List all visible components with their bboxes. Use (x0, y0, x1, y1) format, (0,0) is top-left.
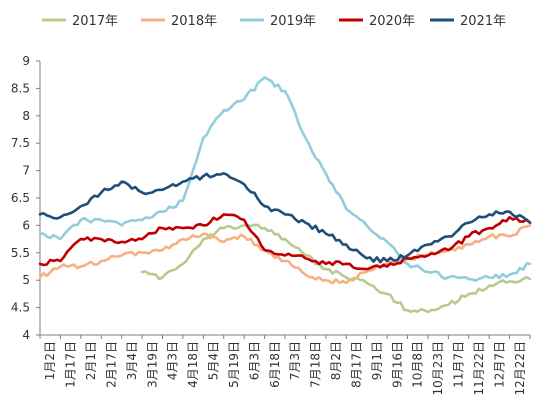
legend-label: 2019年 (270, 14, 316, 29)
plot-area (38, 76, 532, 314)
y-tick-label: 8.5 (11, 81, 30, 95)
y-tick-label: 7.5 (11, 136, 30, 150)
x-tick-label: 1月17日 (64, 341, 78, 388)
x-tick-label: 8月17日 (349, 341, 363, 388)
y-tick-label: 4 (22, 328, 30, 342)
x-tick-label: 10月8日 (411, 341, 425, 388)
x-tick-label: 2月1日 (84, 341, 98, 380)
x-tick-label: 9月1日 (370, 341, 384, 380)
y-tick-label: 6.5 (11, 191, 30, 205)
x-tick-label: 7月18日 (309, 341, 323, 388)
series-line-1 (140, 223, 532, 314)
y-tick-label: 5 (22, 273, 30, 287)
series-line-3 (38, 76, 532, 282)
series-line-4 (38, 213, 532, 271)
x-tick-label: 12月7日 (492, 341, 506, 388)
y-tick-label: 5.5 (11, 246, 30, 260)
legend-label: 2021年 (460, 14, 506, 29)
x-axis: 1月2日 1月17日 2月1日 2月17日 3月4日 3月19日 4月3日 4月18日 5月4日… (39, 334, 531, 396)
x-tick-label: 6月18日 (268, 341, 282, 388)
legend-label: 2018年 (171, 14, 217, 29)
x-tick-label: 3月4日 (125, 341, 139, 380)
x-tick-label: 10月23日 (431, 341, 445, 396)
x-tick-label: 1月2日 (43, 341, 57, 380)
y-tick-label: 9 (22, 54, 30, 68)
x-tick-label: 8月2日 (329, 341, 343, 380)
legend: 2017年 2018年 2019年 2020年 2021年 (42, 14, 506, 29)
x-tick-label: 4月3日 (166, 341, 180, 380)
series-line-5 (38, 172, 532, 264)
x-tick-label: 6月3日 (247, 341, 261, 380)
y-axis: 4 4.5 5 5.5 6 6.5 7 7.5 8 8.5 9 (11, 54, 41, 342)
x-tick-label: 3月19日 (145, 341, 159, 388)
y-tick-label: 7 (22, 164, 30, 178)
x-tick-label: 11月22日 (472, 341, 486, 396)
x-tick-label: 9月16日 (390, 341, 404, 388)
x-tick-label: 7月3日 (288, 341, 302, 380)
x-tick-label: 4月18日 (186, 341, 200, 388)
y-tick-label: 8 (22, 109, 30, 123)
y-tick-label: 6 (22, 218, 30, 232)
legend-label: 2020年 (369, 14, 415, 29)
x-tick-label: 5月4日 (207, 341, 221, 380)
x-tick-label: 2月17日 (104, 341, 118, 388)
y-tick-label: 4.5 (11, 301, 30, 315)
x-tick-label: 12月22日 (513, 341, 527, 396)
x-tick-label: 5月19日 (227, 341, 241, 388)
x-tick-label: 11月7日 (452, 341, 466, 388)
legend-label: 2017年 (72, 14, 118, 29)
